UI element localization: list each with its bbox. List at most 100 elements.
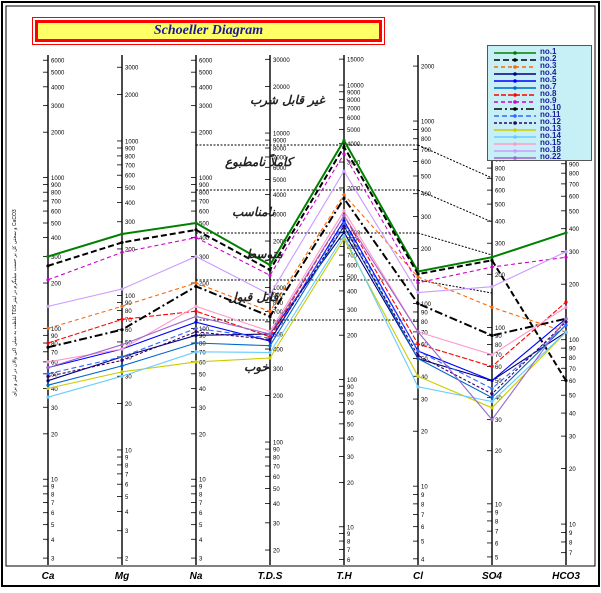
legend-entry-no.14: no.14 bbox=[492, 131, 592, 141]
tick-label: 40 bbox=[273, 502, 280, 508]
series-point-no.10 bbox=[268, 314, 272, 319]
series-point-no.15 bbox=[120, 347, 124, 351]
series-point-no.10 bbox=[194, 284, 198, 288]
tick-label: 15000 bbox=[347, 58, 364, 64]
tick-label: 4 bbox=[51, 538, 55, 544]
tick-label: 10 bbox=[199, 478, 206, 484]
tick-label: 4 bbox=[421, 557, 425, 563]
series-point-no.2 bbox=[342, 145, 346, 149]
legend-entry-no.12: no.12 bbox=[492, 117, 592, 127]
series-point-no.8 bbox=[490, 364, 494, 369]
series-point-no.9 bbox=[490, 265, 494, 269]
tick-label: 3 bbox=[51, 557, 55, 563]
tick-label: 80 bbox=[51, 342, 58, 348]
tick-label: 8 bbox=[199, 492, 203, 498]
tick-label: 6000 bbox=[51, 59, 65, 65]
series-point-no.9 bbox=[564, 255, 568, 259]
tick-label: 3000 bbox=[125, 66, 139, 72]
legend-label: no.3 bbox=[540, 61, 557, 70]
tick-label: 50 bbox=[273, 487, 280, 493]
series-point-no.12 bbox=[46, 374, 50, 379]
series-line-no.15 bbox=[47, 209, 567, 363]
tick-label: 400 bbox=[199, 236, 210, 242]
tick-label: 5 bbox=[421, 540, 425, 546]
tick-label: 9 bbox=[569, 531, 573, 537]
series-line-no.18 bbox=[47, 170, 567, 307]
tick-label: 700 bbox=[273, 310, 284, 316]
tick-label: 30 bbox=[569, 435, 576, 441]
series-point-no.18 bbox=[564, 250, 568, 254]
tick-label: 600 bbox=[495, 189, 506, 195]
legend-label: no.2 bbox=[540, 54, 557, 63]
series-point-no.2 bbox=[194, 228, 198, 232]
tick-label: 70 bbox=[347, 401, 354, 407]
tick-label: 200 bbox=[273, 394, 284, 400]
series-point-no.9 bbox=[416, 281, 420, 285]
series-point-no.9 bbox=[194, 236, 198, 240]
tick-label: 90 bbox=[569, 347, 576, 353]
tick-label: 70 bbox=[569, 367, 576, 373]
series-point-no.8 bbox=[416, 342, 420, 346]
series-point-no.3 bbox=[46, 326, 50, 331]
series-point-no.9 bbox=[342, 152, 346, 156]
tick-label: 300 bbox=[199, 255, 210, 261]
series-point-no.12 bbox=[416, 353, 420, 358]
tick-label: 80 bbox=[125, 309, 132, 315]
series-line-no.22 bbox=[47, 214, 567, 421]
tick-label: 800 bbox=[347, 245, 358, 251]
tick-label: 80 bbox=[347, 392, 354, 398]
series-point-no.8 bbox=[194, 309, 198, 313]
tick-label: 60 bbox=[495, 365, 502, 371]
tick-label: 700 bbox=[125, 163, 136, 169]
tick-label: 7000 bbox=[273, 155, 287, 161]
legend-label: no.14 bbox=[540, 131, 561, 140]
series-point-no.14 bbox=[120, 374, 124, 378]
legend-entry-no.11: no.11 bbox=[492, 110, 592, 120]
legend-entry-no.5: no.5 bbox=[492, 75, 592, 85]
tick-label: 30 bbox=[51, 406, 58, 412]
tick-label: 10000 bbox=[273, 132, 290, 138]
tick-label: 90 bbox=[495, 334, 502, 340]
legend-entry-no.22: no.22 bbox=[492, 152, 592, 162]
tick-label: 40 bbox=[125, 355, 132, 361]
tick-label: 70 bbox=[495, 353, 502, 359]
tick-label: 300 bbox=[273, 367, 284, 373]
tick-label: 20 bbox=[51, 432, 58, 438]
tick-label: 2 bbox=[125, 556, 129, 562]
zone-label-5: خوب bbox=[244, 360, 269, 374]
tick-label: 1000 bbox=[51, 176, 65, 182]
tick-label: 6000 bbox=[347, 116, 361, 122]
tick-label: 400 bbox=[51, 236, 62, 242]
tick-label: 800 bbox=[199, 191, 210, 197]
series-point-no.7 bbox=[416, 356, 420, 361]
tick-label: 300 bbox=[495, 242, 506, 248]
tick-label: 200 bbox=[347, 334, 358, 340]
series-point-no.7 bbox=[194, 341, 198, 345]
tick-label: 60 bbox=[569, 379, 576, 385]
tick-label: 80 bbox=[421, 320, 428, 326]
tick-label: 20 bbox=[421, 430, 428, 436]
tick-label: 2000 bbox=[347, 186, 361, 192]
tick-label: 5000 bbox=[273, 178, 287, 184]
tick-label: 300 bbox=[421, 215, 432, 221]
tick-label: 50 bbox=[125, 340, 132, 346]
tick-label: 6 bbox=[199, 511, 203, 517]
tick-label: 90 bbox=[51, 334, 58, 340]
series-point-no.15 bbox=[490, 353, 494, 357]
series-point-no.11 bbox=[120, 355, 124, 359]
tick-label: 1000 bbox=[421, 120, 435, 126]
tick-label: 600 bbox=[347, 263, 358, 269]
series-point-no.2 bbox=[120, 240, 124, 245]
x-label-4: T.H bbox=[336, 571, 352, 582]
tick-label: 100 bbox=[495, 326, 506, 332]
legend-entry-no.3: no.3 bbox=[492, 61, 592, 71]
tick-label: 8000 bbox=[273, 147, 287, 153]
series-point-no.13 bbox=[46, 386, 50, 391]
tick-label: 6 bbox=[421, 525, 425, 531]
series-point-no.5 bbox=[342, 219, 346, 223]
legend-entry-no.13: no.13 bbox=[492, 124, 592, 134]
tick-label: 400 bbox=[569, 227, 580, 233]
series-point-no.15 bbox=[342, 209, 346, 213]
tick-label: 9 bbox=[125, 456, 129, 462]
series-point-no.3 bbox=[194, 281, 198, 285]
